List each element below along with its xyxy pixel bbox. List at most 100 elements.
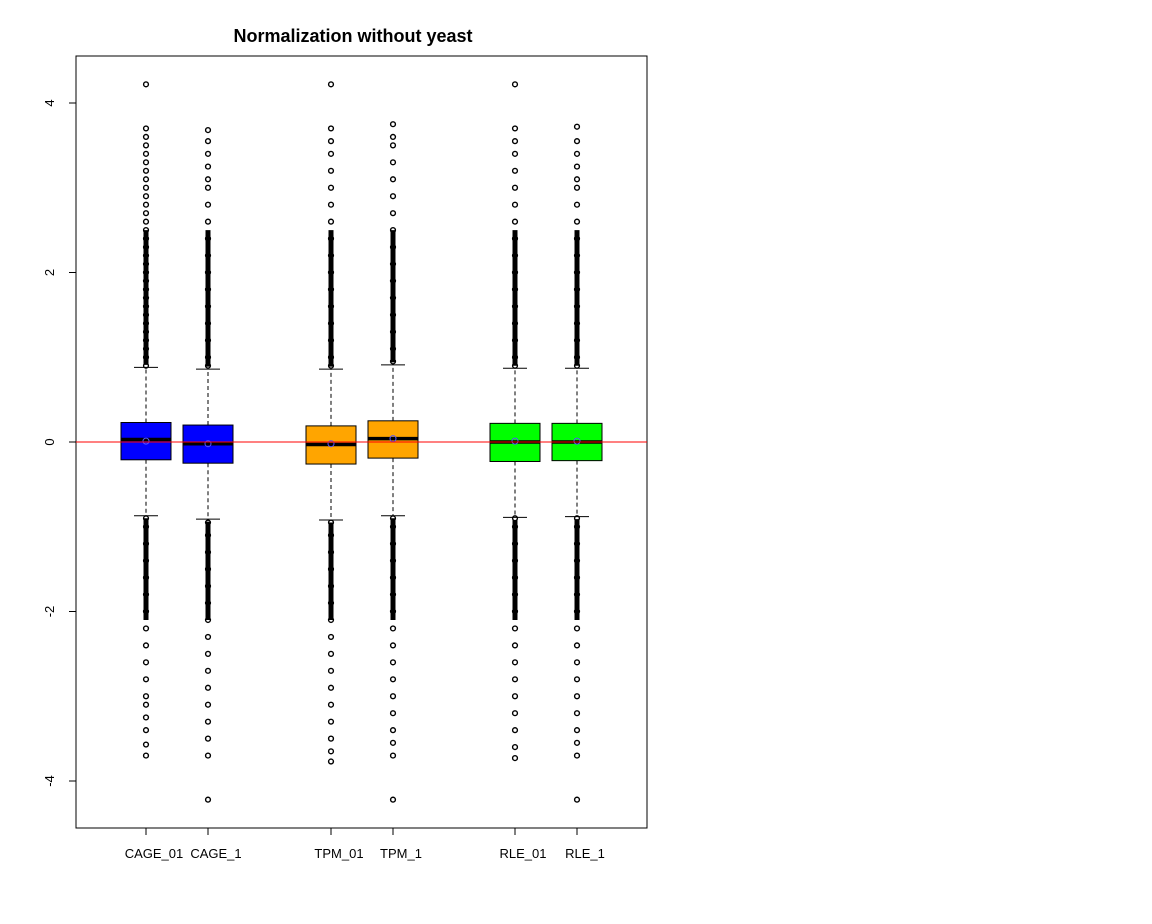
mean-marker [511, 437, 519, 445]
outlier-point [204, 184, 212, 191]
outlier-point [142, 741, 150, 748]
outlier-point [573, 625, 581, 632]
outlier-point [204, 150, 212, 157]
mean-marker [142, 437, 150, 445]
outlier-point [142, 642, 150, 649]
outlier-point [142, 727, 150, 734]
outlier-point [142, 133, 150, 141]
outlier-point [142, 701, 150, 708]
outlier-point [511, 676, 519, 683]
outlier-point [573, 138, 581, 145]
outlier-point [573, 176, 581, 183]
outlier-point [573, 710, 581, 717]
outlier-point [142, 176, 150, 183]
box-tpm-01 [305, 81, 357, 765]
outlier-point [327, 684, 335, 691]
outlier-point [204, 201, 212, 208]
outlier-point [389, 693, 397, 700]
outlier-point [389, 142, 397, 149]
outlier-point [327, 81, 335, 88]
outlier-point [142, 659, 150, 666]
outlier-point [389, 659, 397, 666]
x-tick-label: TPM_1 [380, 846, 422, 861]
box-rle-1 [551, 123, 603, 803]
outlier-point [511, 150, 519, 157]
outlier-point [327, 758, 335, 765]
outlier-point [142, 81, 150, 88]
outlier-point [573, 123, 581, 130]
outlier-point [327, 218, 335, 225]
outlier-point [327, 167, 335, 174]
outlier-point [204, 633, 212, 641]
outlier-point [327, 633, 335, 641]
outlier-point [389, 176, 397, 183]
mean-marker [204, 440, 212, 448]
outlier-point [573, 796, 581, 803]
outlier-point [142, 167, 150, 174]
y-tick-label: -4 [42, 775, 57, 787]
outlier-point [142, 752, 150, 759]
outlier-point [327, 201, 335, 208]
box-rle-01 [489, 81, 541, 762]
outlier-point [204, 127, 212, 134]
outlier-point [511, 755, 519, 762]
outlier-point [511, 693, 519, 700]
outlier-point [142, 193, 150, 200]
x-tick-label: CAGE_1 [190, 846, 241, 861]
y-axis: -4 -2 0 2 4 [42, 99, 77, 787]
outlier-point [573, 659, 581, 666]
x-tick-label: RLE_01 [500, 846, 547, 861]
outlier-point [573, 184, 581, 191]
outlier-point [389, 752, 397, 759]
x-tick-label: CAGE_01 [125, 846, 184, 861]
outlier-point [204, 735, 212, 742]
outlier-point [389, 625, 397, 632]
outlier-point [204, 138, 212, 145]
outlier-point [204, 701, 212, 708]
outlier-point [142, 210, 150, 217]
outlier-point [573, 676, 581, 683]
outlier-point [573, 739, 581, 746]
outlier-point [573, 727, 581, 734]
outlier-point [511, 625, 519, 632]
box-cage-1 [182, 127, 234, 803]
outlier-point [204, 650, 212, 657]
outlier-point [511, 138, 519, 145]
outlier-point [327, 650, 335, 657]
outlier-point [511, 218, 519, 225]
outlier-point [204, 176, 212, 183]
outlier-point [142, 693, 150, 700]
outlier-point [573, 752, 581, 759]
outlier-point [389, 727, 397, 734]
x-tick-label: TPM_01 [314, 846, 363, 861]
outlier-point [511, 710, 519, 717]
outlier-point [389, 159, 397, 166]
outlier-point [573, 163, 581, 170]
y-tick-label: 2 [42, 269, 57, 276]
outlier-point [327, 735, 335, 742]
outlier-point [389, 642, 397, 649]
x-axis: CAGE_01 CAGE_1 TPM_01 TPM_1 RLE_01 RLE_1 [125, 827, 605, 861]
outlier-point [389, 676, 397, 683]
outlier-point [511, 727, 519, 734]
outlier-point [142, 159, 150, 166]
x-tick-label: RLE_1 [565, 846, 605, 861]
outlier-point [389, 121, 397, 128]
outlier-point [204, 796, 212, 803]
outlier-point [142, 625, 150, 632]
outlier-point [573, 150, 581, 157]
outlier-point [142, 676, 150, 683]
mean-marker [573, 437, 581, 445]
outlier-point [142, 184, 150, 191]
outlier-point [511, 125, 519, 132]
outlier-point [511, 515, 519, 522]
box-cage-01 [120, 81, 172, 759]
boxes [120, 81, 603, 803]
outlier-point [142, 142, 150, 149]
mean-marker [327, 440, 335, 448]
outlier-point [204, 752, 212, 759]
outlier-point [142, 150, 150, 157]
outlier-point [204, 718, 212, 725]
outlier-point [327, 150, 335, 157]
